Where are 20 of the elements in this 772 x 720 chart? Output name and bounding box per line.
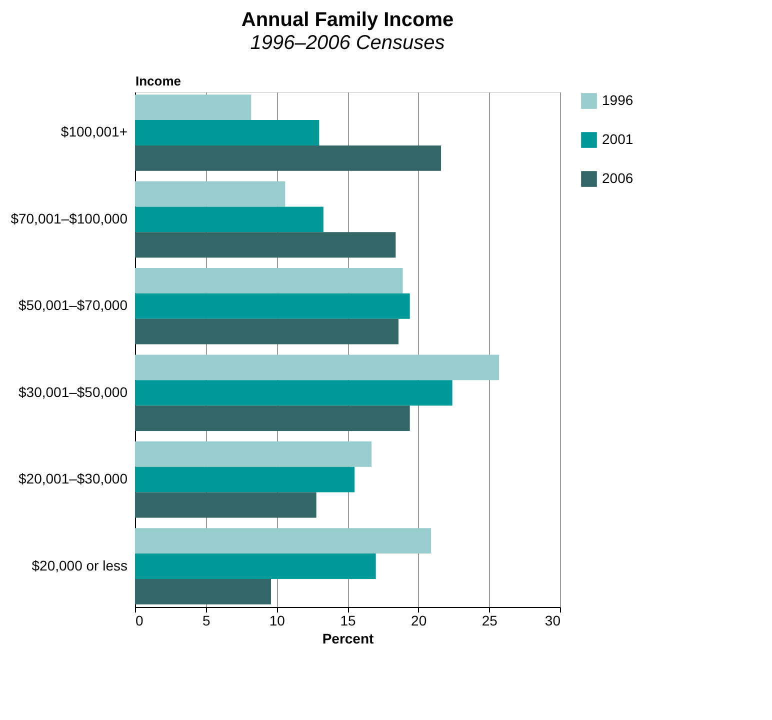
- legend-label: 2001: [602, 131, 634, 147]
- y-tick-label: $20,001–$30,000: [18, 470, 128, 487]
- y-axis-title: Income: [136, 74, 182, 88]
- x-tick-label: 10: [269, 612, 286, 628]
- x-tick-label: 0: [136, 612, 144, 628]
- y-tick-label: $50,001–$70,000: [18, 297, 128, 314]
- y-tick-label: $30,001–$50,000: [18, 384, 128, 400]
- x-tick-label: 20: [411, 612, 427, 628]
- y-tick-label: $100,001+: [60, 124, 128, 140]
- x-tick-label: 30: [544, 612, 561, 628]
- x-axis-title: Percent: [322, 630, 374, 646]
- legend-label: 1996: [602, 92, 634, 108]
- chart-title: Annual Family Income: [241, 9, 454, 31]
- legend-label: 2006: [602, 170, 634, 186]
- y-tick-label: $20,000 or less: [32, 557, 128, 574]
- x-tick-label: 25: [482, 612, 498, 628]
- x-tick-label: 5: [202, 612, 210, 628]
- y-tick-label: $70,001–$100,000: [10, 210, 128, 226]
- chart-subtitle: 1996–2006 Censuses: [250, 32, 445, 54]
- x-tick-label: 15: [340, 612, 356, 628]
